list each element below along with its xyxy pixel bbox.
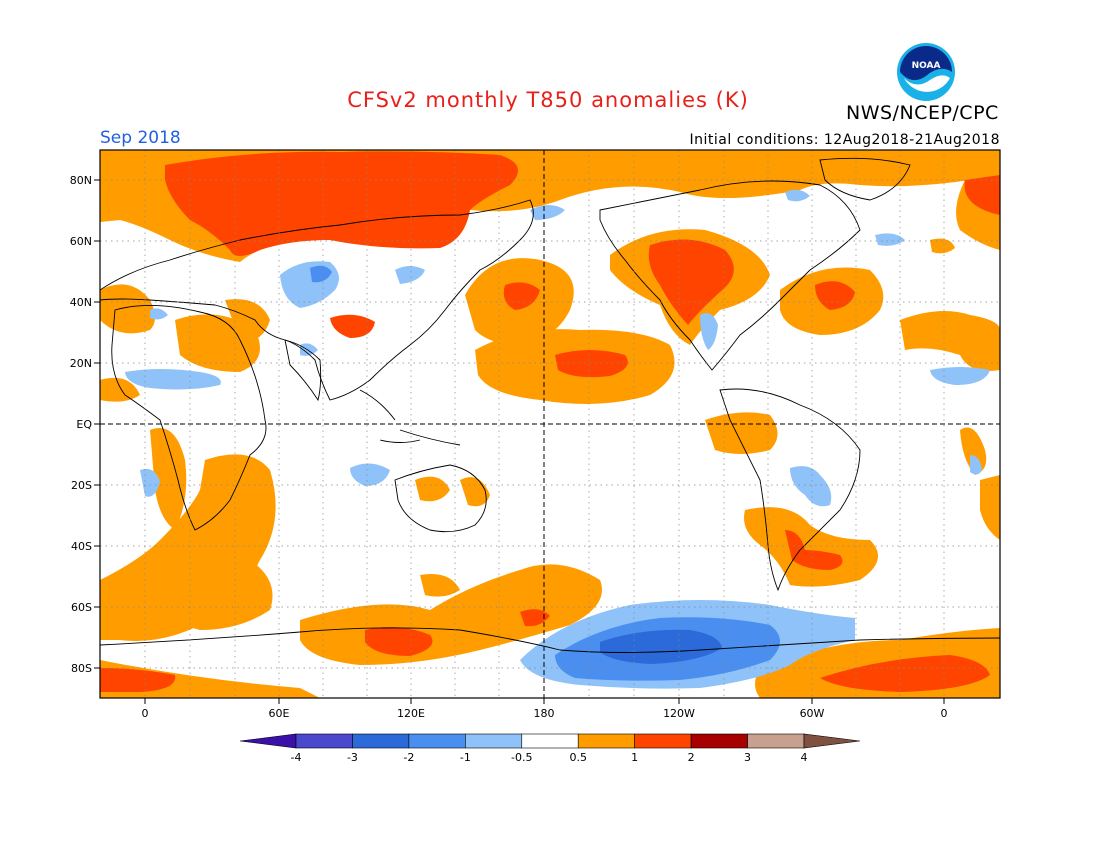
colorbar-label: 3 (744, 751, 751, 764)
colorbar-segment (634, 733, 692, 749)
forecast-period: Sep 2018 (100, 128, 181, 148)
coastlines (100, 157, 1000, 653)
colorbar-segment (747, 733, 805, 749)
lat-label-20n: 20N (70, 357, 92, 370)
lat-label-60s: 60S (71, 601, 92, 614)
lon-label-60w: 60W (800, 707, 825, 720)
colorbar-segment (239, 733, 297, 749)
reference-lines (100, 150, 1000, 698)
lat-label-80n: 80N (70, 174, 92, 187)
source-label: NWS/NCEP/CPC (846, 102, 999, 124)
colorbar-label: 1 (631, 751, 638, 764)
colorbar-label: -3 (347, 751, 358, 764)
colorbar-label: -0.5 (511, 751, 532, 764)
lat-label-60n: 60N (70, 235, 92, 248)
anomaly-fields (100, 150, 1000, 698)
colorbar-segment (295, 733, 353, 749)
colorbar-label: 0.5 (569, 751, 587, 764)
colorbar-segment (577, 733, 635, 749)
colorbar-label: -1 (460, 751, 471, 764)
lon-label-120w: 120W (663, 707, 695, 720)
lat-label-40s: 40S (71, 540, 92, 553)
colorbar-segment (408, 733, 466, 749)
lat-label-40n: 40N (70, 296, 92, 309)
map-title: CFSv2 monthly T850 anomalies (K) (347, 88, 749, 112)
axis-ticks (94, 179, 945, 704)
initial-conditions: Initial conditions: 12Aug2018-21Aug2018 (689, 132, 1000, 148)
lon-label-0-west: 0 (142, 707, 149, 720)
lon-label-60e: 60E (269, 707, 290, 720)
colorbar-segment (803, 733, 861, 749)
noaa-logo: NOAA (896, 42, 956, 102)
colorbar-label: -4 (291, 751, 302, 764)
lon-label-0-east: 0 (941, 707, 948, 720)
map-gridlines (100, 150, 1000, 698)
lat-label-80s: 80S (71, 662, 92, 675)
lat-label-20s: 20S (71, 479, 92, 492)
colorbar-segment (521, 733, 579, 749)
colorbar-segment (465, 733, 523, 749)
colorbar-segment (352, 733, 410, 749)
colorbar-label: 4 (801, 751, 808, 764)
colorbar: -4 -3 -2 -1 -0.5 0.5 1 2 3 4 (239, 733, 861, 764)
lat-label-eq: EQ (76, 418, 92, 431)
colorbar-label: 2 (688, 751, 695, 764)
lon-label-120e: 120E (397, 707, 425, 720)
colorbar-segment (690, 733, 748, 749)
lon-label-180: 180 (534, 707, 555, 720)
colorbar-label: -2 (403, 751, 414, 764)
logo-text: NOAA (912, 61, 941, 71)
